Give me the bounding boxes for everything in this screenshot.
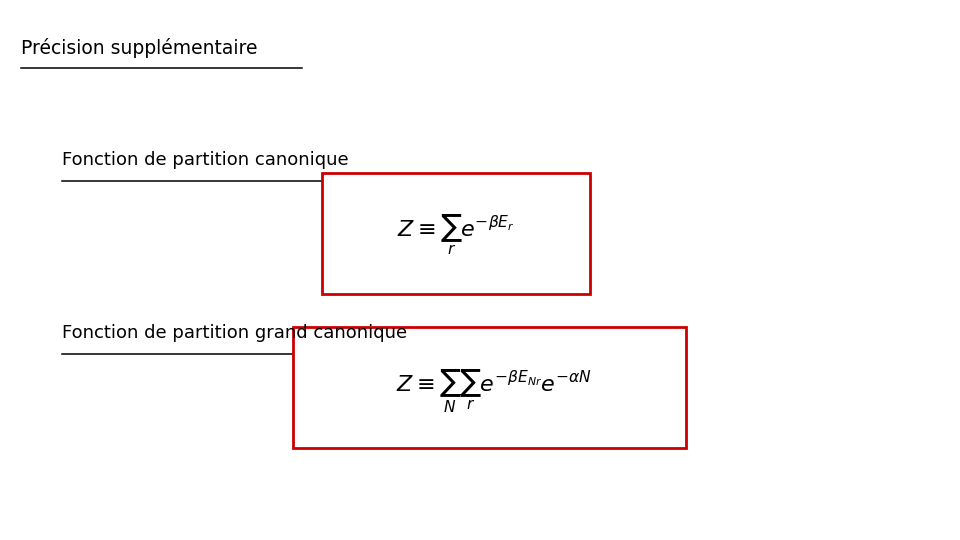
FancyBboxPatch shape xyxy=(322,173,590,294)
FancyBboxPatch shape xyxy=(293,327,686,448)
Text: Fonction de partition grand canonique: Fonction de partition grand canonique xyxy=(62,324,408,342)
Text: Fonction de partition canonique: Fonction de partition canonique xyxy=(62,151,349,169)
Text: Précision supplémentaire: Précision supplémentaire xyxy=(21,38,257,58)
Text: $Z \equiv \sum_{r} e^{-\beta E_r}$: $Z \equiv \sum_{r} e^{-\beta E_r}$ xyxy=(397,213,515,257)
Text: $Z \equiv \sum_{N}\sum_{r} e^{-\beta E_{Nr}} e^{-\alpha N}$: $Z \equiv \sum_{N}\sum_{r} e^{-\beta E_{… xyxy=(396,368,592,415)
